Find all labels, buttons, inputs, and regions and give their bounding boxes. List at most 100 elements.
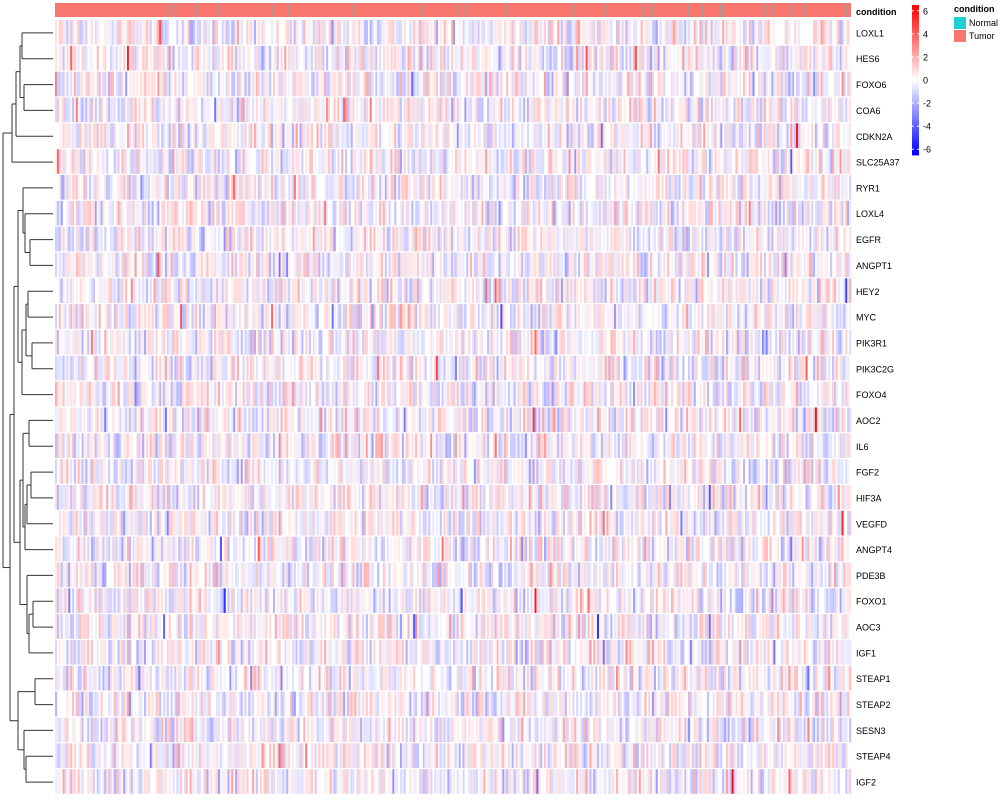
heatmap-cell	[373, 356, 375, 381]
heatmap-cell	[781, 46, 783, 71]
heatmap-cell	[770, 201, 772, 226]
heatmap-cell	[572, 46, 574, 71]
heatmap-cell	[372, 20, 374, 45]
heatmap-cell	[61, 253, 63, 278]
heatmap-cell	[106, 382, 108, 407]
heatmap-cell	[246, 149, 248, 174]
heatmap-cell	[415, 330, 417, 355]
heatmap-cell	[648, 98, 650, 123]
heatmap-cell	[318, 201, 320, 226]
heatmap-cell	[804, 253, 806, 278]
heatmap-cell	[182, 72, 184, 97]
heatmap-cell	[269, 356, 271, 381]
heatmap-cell	[125, 175, 127, 200]
heatmap-cell	[519, 278, 521, 303]
heatmap-cell	[74, 356, 76, 381]
heatmap-cell	[150, 149, 152, 174]
heatmap-cell	[116, 149, 118, 174]
heatmap-cell	[184, 278, 186, 303]
heatmap-cell	[694, 123, 696, 148]
heatmap-cell	[809, 304, 811, 329]
heatmap-cell	[586, 46, 588, 71]
heatmap-cell	[478, 149, 480, 174]
heatmap-cell	[531, 253, 533, 278]
heatmap-cell	[843, 175, 845, 200]
heatmap-cell	[658, 98, 660, 123]
heatmap-cell	[176, 382, 178, 407]
heatmap-cell	[176, 123, 178, 148]
heatmap-cell	[569, 278, 571, 303]
heatmap-cell	[845, 149, 847, 174]
heatmap-cell	[597, 98, 599, 123]
heatmap-cell	[487, 278, 489, 303]
heatmap-cell	[684, 149, 686, 174]
heatmap-cell	[80, 253, 82, 278]
heatmap-cell	[417, 175, 419, 200]
heatmap-cell	[663, 253, 665, 278]
heatmap-cell	[684, 253, 686, 278]
heatmap-cell	[233, 356, 235, 381]
heatmap-cell	[675, 149, 677, 174]
heatmap-cell	[260, 98, 262, 123]
heatmap-cell	[193, 123, 195, 148]
heatmap-cell	[788, 201, 790, 226]
heatmap-cell	[745, 20, 747, 45]
heatmap-cell	[819, 149, 821, 174]
heatmap-cell	[260, 227, 262, 252]
heatmap-cell	[514, 98, 516, 123]
heatmap-cell	[599, 227, 601, 252]
heatmap-cell	[815, 98, 817, 123]
heatmap-cell	[842, 330, 844, 355]
heatmap-cell	[354, 356, 356, 381]
heatmap-cell	[349, 72, 351, 97]
heatmap-cell	[608, 253, 610, 278]
heatmap-cell	[91, 330, 93, 355]
heatmap-cell	[70, 98, 72, 123]
heatmap-cell	[334, 175, 336, 200]
heatmap-cell	[565, 227, 567, 252]
heatmap-cell	[373, 123, 375, 148]
heatmap-cell	[442, 201, 444, 226]
heatmap-cell	[193, 227, 195, 252]
heatmap-cell	[612, 149, 614, 174]
heatmap-cell	[453, 356, 455, 381]
heatmap-cell	[78, 149, 80, 174]
heatmap-cell	[231, 175, 233, 200]
heatmap-cell	[705, 330, 707, 355]
heatmap-cell	[521, 72, 523, 97]
heatmap-cell	[303, 72, 305, 97]
heatmap-cell	[188, 278, 190, 303]
heatmap-cell	[337, 175, 339, 200]
heatmap-cell	[121, 98, 123, 123]
heatmap-cell	[722, 175, 724, 200]
heatmap-cell	[91, 98, 93, 123]
heatmap-cell	[512, 46, 514, 71]
heatmap-cell	[83, 201, 85, 226]
heatmap-cell	[495, 72, 497, 97]
heatmap-cell	[229, 382, 231, 407]
heatmap-cell	[347, 356, 349, 381]
heatmap-cell	[684, 304, 686, 329]
heatmap-cell	[326, 175, 328, 200]
heatmap-cell	[353, 330, 355, 355]
heatmap-cell	[605, 356, 607, 381]
heatmap-cell	[57, 330, 59, 355]
heatmap-cell	[804, 46, 806, 71]
heatmap-cell	[557, 20, 559, 45]
heatmap-cell	[337, 20, 339, 45]
heatmap-cell	[152, 98, 154, 123]
heatmap-cell	[481, 201, 483, 226]
heatmap-cell	[538, 123, 540, 148]
heatmap-cell	[540, 278, 542, 303]
heatmap-cell	[838, 72, 840, 97]
heatmap-cell	[358, 330, 360, 355]
heatmap-cell	[548, 253, 550, 278]
heatmap-cell	[523, 98, 525, 123]
heatmap-cell	[222, 201, 224, 226]
heatmap-cell	[341, 304, 343, 329]
heatmap-cell	[210, 253, 212, 278]
heatmap-cell	[758, 98, 760, 123]
heatmap-cell	[190, 20, 192, 45]
heatmap-cell	[123, 278, 125, 303]
heatmap-cell	[726, 98, 728, 123]
